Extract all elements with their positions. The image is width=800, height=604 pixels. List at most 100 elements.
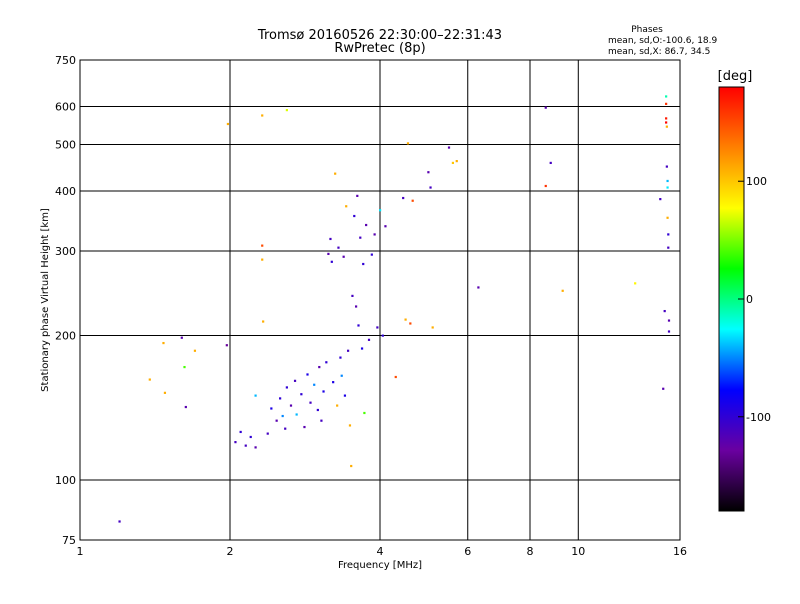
grid <box>80 60 680 540</box>
data-point <box>447 146 451 149</box>
y-tick-label: 100 <box>55 474 76 487</box>
data-point <box>359 236 362 239</box>
colorbar-tick-label: 0 <box>746 293 753 306</box>
data-point <box>289 404 293 407</box>
data-point <box>239 430 242 434</box>
data-point <box>362 262 365 266</box>
data-point <box>306 373 309 376</box>
data-point <box>367 338 371 341</box>
data-point <box>477 286 480 289</box>
data-point <box>373 233 376 236</box>
data-point <box>666 186 669 189</box>
data-point <box>455 160 458 163</box>
data-point <box>244 444 247 447</box>
data-point <box>406 142 410 145</box>
plot-frame <box>79 59 681 541</box>
chart-subtitle: RwPretec (8p) <box>334 41 425 56</box>
data-point <box>148 378 151 381</box>
x-tick-label: 8 <box>527 545 534 558</box>
data-point <box>340 374 343 377</box>
data-point <box>634 282 637 285</box>
data-point <box>402 196 405 200</box>
data-point <box>234 441 237 444</box>
data-point <box>381 334 384 337</box>
data-point <box>666 179 669 183</box>
data-point <box>394 375 397 379</box>
data-point <box>561 289 564 292</box>
data-point <box>659 198 662 201</box>
data-point <box>249 435 252 439</box>
data-point <box>665 102 668 105</box>
data-point <box>293 379 297 382</box>
data-point <box>665 125 668 128</box>
data-point <box>254 394 257 397</box>
data-point <box>303 425 306 429</box>
data-point <box>266 432 269 435</box>
data-point <box>429 186 432 189</box>
data-point <box>350 464 353 468</box>
y-tick-label: 300 <box>55 245 76 258</box>
x-tick-label: 2 <box>227 545 234 558</box>
x-axis: 1 2 4 6 8 10 16 <box>77 545 688 558</box>
data-point <box>404 318 407 321</box>
data-point <box>343 394 347 397</box>
data-point <box>332 381 335 384</box>
colorbar: [deg] -100 0 100 <box>718 69 771 512</box>
data-point <box>411 199 414 202</box>
data-point <box>354 305 358 308</box>
data-point <box>275 419 278 422</box>
data-point <box>665 117 668 120</box>
data-point <box>356 194 359 197</box>
data-point <box>316 408 319 412</box>
data-point <box>431 326 434 329</box>
phases-mean-o: mean, sd,O:-100.6, 18.9 <box>608 36 718 46</box>
y-tick-label: 75 <box>62 534 76 547</box>
data-point <box>345 205 348 208</box>
data-point <box>365 223 368 227</box>
chart-title: Tromsø 20160526 22:30:00–22:31:43 <box>257 28 502 43</box>
data-point <box>225 344 228 347</box>
data-point <box>320 419 323 422</box>
colorbar-tick-label: 100 <box>746 175 767 188</box>
x-tick-label: 16 <box>673 545 687 558</box>
y-axis: 75 100 200 300 400 500 600 750 <box>55 54 76 547</box>
data-point <box>285 109 288 112</box>
data-point <box>337 246 340 249</box>
data-point <box>662 387 665 390</box>
data-point <box>427 171 430 174</box>
data-point <box>226 122 230 126</box>
data-point <box>270 407 273 410</box>
x-tick-label: 4 <box>377 545 384 558</box>
y-tick-label: 500 <box>55 139 76 152</box>
y-tick-label: 200 <box>55 330 76 343</box>
data-point <box>353 214 356 218</box>
data-point <box>334 172 337 175</box>
x-tick-label: 1 <box>77 545 84 558</box>
data-point <box>325 361 328 364</box>
y-tick-label: 400 <box>55 185 76 198</box>
data-point <box>295 413 298 416</box>
phases-mean-x: mean, sd,X: 86.7, 34.5 <box>608 47 710 57</box>
x-tick-label: 6 <box>464 545 471 558</box>
x-tick-label: 10 <box>571 545 585 558</box>
data-point <box>330 260 333 263</box>
phases-heading: Phases <box>631 25 663 35</box>
data-point <box>184 405 187 409</box>
data-point <box>665 121 668 124</box>
data-point <box>261 258 264 261</box>
x-axis-label: Frequency [MHz] <box>338 560 422 571</box>
data-point <box>300 393 303 396</box>
data-point <box>313 383 316 386</box>
y-tick-label: 600 <box>55 101 76 114</box>
data-point <box>346 349 350 352</box>
data-point <box>665 95 668 98</box>
data-point <box>279 397 282 400</box>
data-point <box>549 161 552 165</box>
data-point <box>370 253 373 256</box>
data-point <box>339 356 342 359</box>
data-point <box>193 349 197 352</box>
data-point <box>261 114 264 117</box>
data-point <box>284 427 287 430</box>
data-point <box>667 319 671 322</box>
colorbar-label: [deg] <box>718 69 753 84</box>
